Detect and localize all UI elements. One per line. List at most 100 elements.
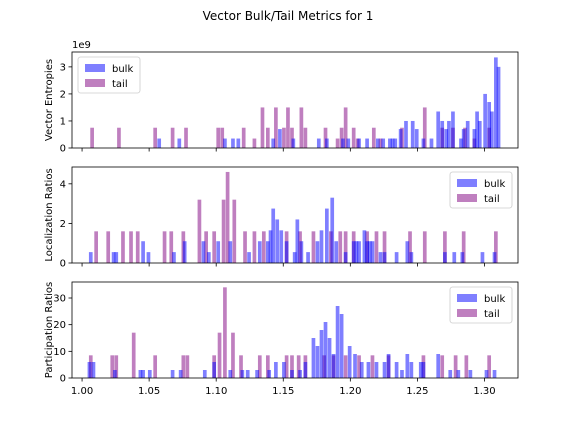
tail-bar [216,127,221,148]
bulk-bar [386,354,391,378]
bulk-bar [409,362,414,378]
bulk-bar [216,241,221,263]
bulk-bar [487,102,492,148]
tail-bar [90,127,94,148]
legend-swatch-tail [457,309,477,317]
bulk-bar [231,138,235,148]
subplot-participation: 0 10 20 30 1.00 1.05 1.10 1.15 1.20 1.25 1.30 Parti… [44,281,519,397]
bulk-bar [354,241,359,263]
bulk-bar [414,129,419,148]
tail-bar [261,231,266,263]
bulk-bar [381,138,386,148]
tail-bar [170,127,175,148]
tail-bar [114,355,119,378]
bulk-bar [282,362,286,378]
bulk-bar [448,370,453,378]
tail-bar [323,127,328,148]
bulk-bar [240,370,245,378]
x-tick-label: 1.20 [339,386,361,397]
x-tick-label: 1.10 [205,386,227,397]
y-tick-label: 20 [53,320,66,331]
tail-bar [220,127,225,148]
bulk-bar [319,330,324,378]
bulk-bar [114,252,119,263]
tail-bar [231,332,235,378]
bulk-bar [87,362,92,378]
bulk-bar [405,354,410,378]
axes-frame [71,51,519,149]
tail-bar [106,231,111,263]
tail-bar [351,127,356,148]
bulk-bar [400,370,404,378]
bulk-bar [375,138,380,148]
bulk-bar [298,370,302,378]
bulk-bar [452,252,457,263]
bulk-bar [484,370,489,378]
tail-bar [239,355,243,378]
y-tick-label: 0 [60,259,66,270]
bulk-bar [274,362,278,378]
tail-bar [311,231,316,263]
tail-bar [184,127,188,148]
tail-bar [204,231,208,263]
bulk-bar [483,93,487,148]
bulk-bar [278,129,282,148]
y-tick-label: 0 [60,144,66,155]
bulk-bar [346,138,351,148]
bulk-bar [315,346,320,378]
bulk-bar [393,138,398,148]
bulk-bar [409,252,414,263]
tail-bar [274,107,278,148]
bulk-bar [351,241,356,263]
bulk-bar [157,138,162,148]
bulk-bar [480,252,485,263]
tail-bar [225,171,230,263]
bulk-bar [257,241,262,263]
tail-bar [121,231,125,263]
tail-bar [181,355,186,378]
bulk-bar [367,241,372,263]
bulk-bar [468,370,473,378]
bulk-bar [138,370,143,378]
bulk-bar [436,354,441,378]
tail-bar [257,355,262,378]
tail-bar [374,231,379,263]
tail-bar [117,127,121,148]
tail-bar [338,231,343,263]
bulk-bar [172,252,176,263]
bulk-bar [357,241,361,263]
bulk-bar [331,354,336,378]
tail-bar [153,355,158,378]
tail-bar [221,199,226,263]
bulk-bar [212,362,217,378]
bulk-bar [398,129,403,148]
bulk-bar [382,252,387,263]
bulk-bar [325,138,329,148]
tail-bar [223,287,227,378]
tail-bar [286,107,290,148]
bulk-bar [88,252,93,263]
tail-bar [129,231,133,263]
tail-bar [422,107,427,148]
bulk-bar [418,362,423,378]
bulk-bar [366,362,371,378]
tail-bar [241,127,246,148]
x-tick-label: 1.30 [473,386,495,397]
legend-swatch-tail [85,79,105,87]
tail-bar [284,355,289,378]
tail-bar [252,231,257,263]
bulk-bar [306,252,310,263]
legend-label-tail: tail [484,194,500,205]
bulk-bar [147,370,152,378]
bulk-bar [429,138,434,148]
bulk-bar [271,208,276,263]
tail-bar [343,107,348,148]
tail-bar [357,355,361,378]
tail-bar [422,231,427,263]
bulk-bar [271,138,276,148]
bulk-bar [247,252,251,263]
bulk-bar [459,138,463,148]
tail-bar [339,127,344,148]
figure-title: Vector Bulk/Tail Metrics for 1 [203,9,374,23]
bulk-bar [443,252,447,263]
